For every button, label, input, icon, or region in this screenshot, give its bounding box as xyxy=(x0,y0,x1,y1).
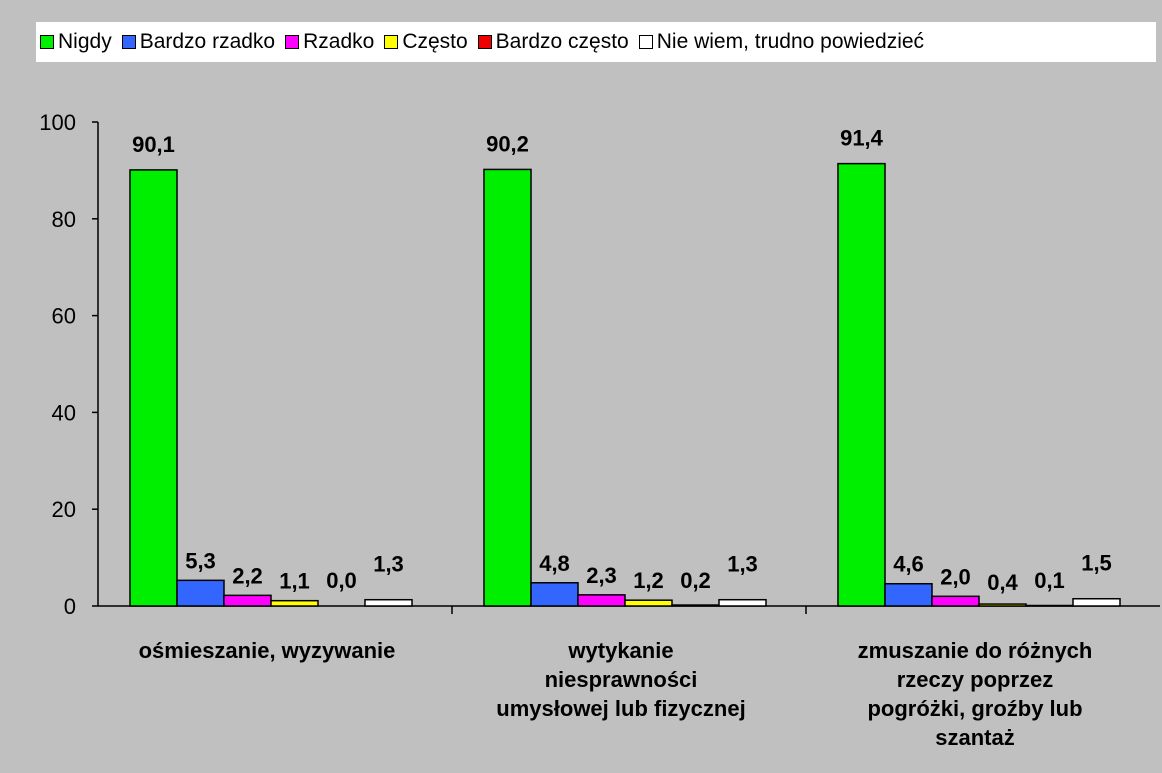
category-label: ośmieszanie, wyzywanie xyxy=(139,638,396,663)
legend-label: Rzadko xyxy=(303,30,375,53)
data-label: 0,2 xyxy=(680,568,711,593)
bar xyxy=(931,595,980,607)
legend-swatch xyxy=(384,35,399,49)
y-tick-label: 40 xyxy=(52,400,76,425)
legend-swatch xyxy=(121,35,136,49)
category-label: zmuszanie do różnych rzeczy poprzez pogróż… xyxy=(858,638,1093,750)
data-label: 5,3 xyxy=(185,548,216,573)
data-label: 4,8 xyxy=(539,551,570,576)
legend-label: Bardzo rzadko xyxy=(139,30,276,53)
legend-item: Rzadko xyxy=(281,30,374,54)
legend-item: Nie wiem, trudno powiedzieć xyxy=(635,30,924,54)
legend: Nigdy Bardzo rzadko Rzadko Często Bardzo czę… xyxy=(36,22,1156,62)
category-label-line: umysłowej lub fizycznej xyxy=(496,696,745,721)
bar xyxy=(837,162,886,607)
y-tick-label: 0 xyxy=(64,594,76,619)
category-label-line: szantaż xyxy=(935,725,1014,750)
bar xyxy=(223,594,272,607)
bar xyxy=(624,599,673,607)
legend-swatch xyxy=(638,35,653,49)
y-tick-label: 60 xyxy=(52,304,76,329)
data-label: 91,4 xyxy=(840,126,884,151)
data-label: 1,2 xyxy=(633,568,664,593)
category-label-line: zmuszanie do różnych xyxy=(858,638,1093,663)
bar xyxy=(364,598,413,607)
data-label: 1,1 xyxy=(279,569,310,594)
legend-item: Bardzo często xyxy=(474,30,629,54)
bar xyxy=(1072,597,1121,607)
legend-item: Nigdy xyxy=(36,30,112,54)
legend-swatch xyxy=(477,35,492,49)
legend-label: Nigdy xyxy=(58,30,112,53)
category-label-line: rzeczy poprzez xyxy=(897,667,1054,692)
bar xyxy=(530,582,579,607)
legend-item: Bardzo rzadko xyxy=(118,30,275,54)
legend-swatch xyxy=(40,35,54,49)
category-label: wytykanie niesprawności umysłowej lub fizy… xyxy=(496,638,745,721)
legend-item: Często xyxy=(380,30,468,54)
data-label: 2,0 xyxy=(940,564,971,589)
data-label: 90,2 xyxy=(486,131,529,156)
bar xyxy=(577,594,626,607)
data-label: 2,3 xyxy=(586,563,617,588)
category-label-line: wytykanie xyxy=(567,638,673,663)
legend-label: Często xyxy=(402,30,468,53)
data-label: 1,3 xyxy=(727,552,758,577)
data-label: 0,4 xyxy=(987,570,1018,595)
category-label-line: pogróżki, groźby lub xyxy=(867,696,1082,721)
legend-label: Nie wiem, trudno powiedzieć xyxy=(656,30,925,53)
y-tick-label: 80 xyxy=(52,207,76,232)
data-label: 2,2 xyxy=(232,563,263,588)
data-label: 1,5 xyxy=(1081,551,1112,576)
bar xyxy=(129,169,178,607)
data-label: 4,6 xyxy=(893,552,924,577)
legend-swatch xyxy=(285,35,300,49)
data-label: 1,3 xyxy=(373,552,404,577)
bar xyxy=(884,582,933,607)
data-label: 0,1 xyxy=(1034,568,1065,593)
bar xyxy=(270,599,319,607)
legend-label: Bardzo często xyxy=(495,30,629,53)
data-label: 0,0 xyxy=(326,568,357,593)
data-label: 90,1 xyxy=(132,132,175,157)
category-label-line: ośmieszanie, wyzywanie xyxy=(139,638,396,663)
bar xyxy=(978,603,1027,607)
y-tick-label: 20 xyxy=(52,497,76,522)
bar xyxy=(483,168,532,607)
bar xyxy=(671,604,720,607)
y-tick-label: 100 xyxy=(39,110,76,135)
bar xyxy=(718,598,767,607)
bar xyxy=(176,579,225,607)
category-label-line: niesprawności xyxy=(545,667,698,692)
